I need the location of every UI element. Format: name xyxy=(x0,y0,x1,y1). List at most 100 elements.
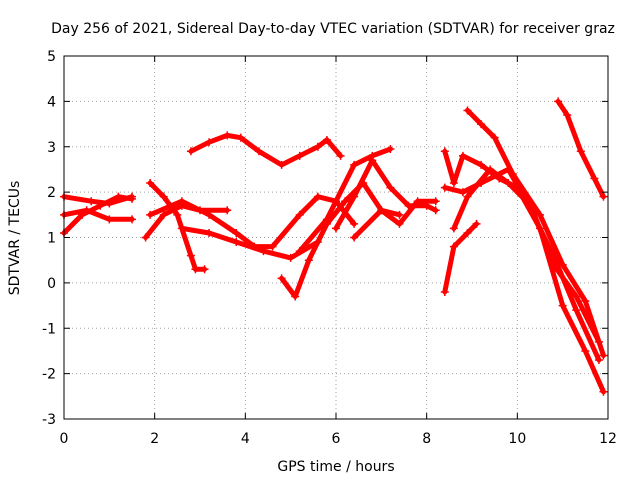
data-point-marker xyxy=(177,197,186,206)
data-point-marker xyxy=(440,287,449,296)
series-s5 xyxy=(147,180,207,272)
data-point-marker xyxy=(232,238,241,247)
data-point-marker xyxy=(536,210,544,219)
data-point-marker xyxy=(458,188,467,197)
data-point-marker xyxy=(449,179,458,188)
data-point-marker xyxy=(599,192,608,201)
data-point-marker xyxy=(504,179,513,188)
data-point-marker xyxy=(322,135,331,144)
data-point-marker xyxy=(572,292,581,301)
data-point-marker xyxy=(177,224,186,233)
series-s9 xyxy=(279,180,402,299)
data-point-marker xyxy=(449,224,458,233)
data-point-marker xyxy=(254,147,263,156)
x-tick-label: 0 xyxy=(60,431,69,447)
y-tick-label: 1 xyxy=(47,231,56,247)
data-point-marker xyxy=(449,242,458,251)
data-point-marker xyxy=(350,233,359,242)
data-point-marker xyxy=(236,133,245,142)
data-point-marker xyxy=(572,306,581,315)
data-point-marker xyxy=(128,192,136,201)
y-axis: -3 -2 -1 0 1 2 3 4 5 xyxy=(42,49,608,428)
data-point-marker xyxy=(599,387,608,396)
y-tick-label: 5 xyxy=(47,49,56,65)
data-point-marker xyxy=(146,179,155,188)
data-point-marker xyxy=(477,120,486,129)
data-point-marker xyxy=(268,242,277,251)
data-point-marker xyxy=(386,145,395,154)
series-s3 xyxy=(61,194,135,206)
data-point-marker xyxy=(463,106,472,115)
y-tick-label: -1 xyxy=(42,321,56,337)
data-point-marker xyxy=(472,219,481,228)
data-point-marker xyxy=(576,147,585,156)
data-point-marker xyxy=(350,160,359,169)
series-s7 xyxy=(188,132,343,168)
data-point-marker xyxy=(191,265,200,274)
data-point-marker xyxy=(277,160,286,169)
data-point-marker xyxy=(250,242,259,251)
data-point-marker xyxy=(508,169,517,178)
data-point-marker xyxy=(590,174,599,183)
data-point-marker xyxy=(205,138,214,147)
data-point-marker xyxy=(581,346,590,355)
data-point-marker xyxy=(277,274,286,283)
data-point-marker xyxy=(431,206,440,215)
chart-title: Day 256 of 2021, Sidereal Day-to-day VTE… xyxy=(51,21,615,37)
y-tick-label: 3 xyxy=(47,140,56,156)
data-point-marker xyxy=(223,206,232,215)
y-axis-label: SDTVAR / TECUs xyxy=(7,181,23,296)
data-point-marker xyxy=(186,251,195,260)
data-point-marker xyxy=(549,260,558,269)
series-s17 xyxy=(465,107,606,358)
data-point-marker xyxy=(159,192,168,201)
data-point-marker xyxy=(440,183,449,192)
x-axis-label: GPS time / hours xyxy=(277,459,394,475)
data-point-marker xyxy=(141,233,150,242)
x-tick-label: 8 xyxy=(422,431,431,447)
x-tick-label: 10 xyxy=(508,431,526,447)
data-point-marker xyxy=(87,197,96,206)
data-point-marker xyxy=(313,142,322,151)
data-point-marker xyxy=(395,210,404,219)
data-point-marker xyxy=(232,228,241,237)
data-point-marker xyxy=(581,297,590,306)
data-point-marker xyxy=(350,219,359,228)
data-point-marker xyxy=(486,165,495,174)
data-point-marker xyxy=(295,247,304,256)
data-point-marker xyxy=(205,210,214,219)
x-tick-label: 2 xyxy=(150,431,159,447)
data-point-marker xyxy=(395,219,404,228)
x-tick-label: 12 xyxy=(599,431,617,447)
series-s15 xyxy=(442,221,479,295)
x-tick-label: 4 xyxy=(241,431,250,447)
data-point-marker xyxy=(313,192,322,201)
data-point-marker xyxy=(341,197,350,206)
data-point-marker xyxy=(291,292,300,301)
data-point-marker xyxy=(368,156,377,165)
series-s16 xyxy=(451,166,602,345)
data-point-marker xyxy=(105,215,114,224)
data-point-marker xyxy=(146,210,155,219)
series-s8 xyxy=(147,194,357,250)
data-point-marker xyxy=(332,224,340,233)
data-point-marker xyxy=(377,206,386,215)
data-point-marker xyxy=(159,210,168,219)
data-point-marker xyxy=(440,147,449,156)
data-point-marker xyxy=(386,183,395,192)
data-point-marker xyxy=(322,215,331,224)
data-point-marker xyxy=(200,265,209,274)
data-point-marker xyxy=(304,256,313,265)
y-tick-label: 4 xyxy=(47,94,56,110)
y-tick-label: 2 xyxy=(47,185,56,201)
data-point-marker xyxy=(490,133,499,142)
data-point-marker xyxy=(186,147,195,156)
data-point-marker xyxy=(458,151,467,160)
data-point-marker xyxy=(205,228,214,237)
data-point-marker xyxy=(558,301,567,310)
y-tick-label: 0 xyxy=(47,276,56,292)
data-series xyxy=(60,97,608,396)
data-point-marker xyxy=(295,210,304,219)
series-s2 xyxy=(61,207,135,222)
